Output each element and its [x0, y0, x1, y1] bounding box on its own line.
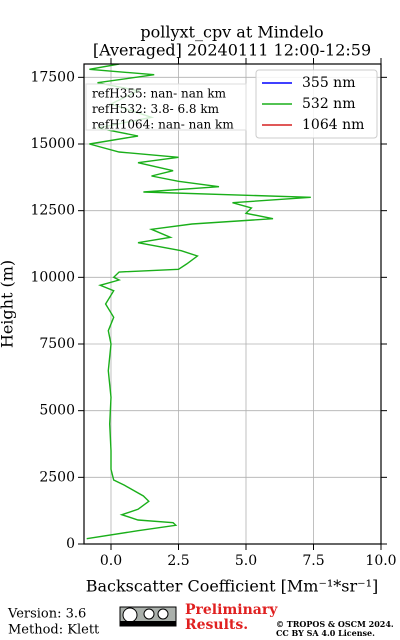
x-axis-label: Backscatter Coefficient [Mm⁻¹*sr⁻¹] — [86, 577, 379, 596]
legend-label: 532 nm — [302, 96, 355, 112]
x-tick-label: 5.0 — [235, 553, 257, 569]
y-tick-label: 7500 — [39, 336, 75, 352]
chart-title: [Averaged] 20240111 12:00-12:59 — [93, 41, 371, 60]
chart-title: pollyxt_cpv at Mindelo — [140, 23, 323, 42]
plot-frame — [83, 63, 382, 545]
x-tick-label: 0.0 — [100, 553, 122, 569]
y-tick-label: 17500 — [30, 69, 75, 85]
y-axis-label: Height (m) — [0, 260, 17, 348]
y-tick-label: 5000 — [39, 403, 75, 419]
version: Version: 3.6 — [7, 607, 86, 622]
y-tick-label: 0 — [66, 536, 75, 552]
x-tick-label: 2.5 — [167, 553, 189, 569]
annotation: refH1064: nan- nan km — [92, 118, 234, 132]
copyright: CC BY SA 4.0 License. — [276, 628, 375, 638]
legend-box — [255, 69, 378, 139]
y-tick-label: 15000 — [30, 136, 75, 152]
method: Method: Klett — [8, 623, 100, 638]
y-tick-label: 10000 — [30, 269, 75, 285]
x-tick-label: 7.5 — [302, 553, 324, 569]
preliminary: Preliminary — [185, 602, 278, 618]
preliminary: Results. — [185, 617, 248, 633]
legend-label: 355 nm — [302, 75, 355, 91]
profile-line — [86, 64, 311, 540]
copyright: © TROPOS & OSCM 2024. — [276, 619, 394, 629]
annotation: refH532: 3.8- 6.8 km — [92, 102, 220, 116]
annotation-box — [85, 83, 247, 131]
legend-label: 1064 nm — [302, 117, 364, 133]
annotation: refH355: nan- nan km — [92, 87, 227, 101]
y-tick-label: 2500 — [39, 469, 75, 485]
cc-badge — [119, 606, 177, 627]
x-tick-label: 10.0 — [365, 553, 396, 569]
y-tick-label: 12500 — [30, 203, 75, 219]
